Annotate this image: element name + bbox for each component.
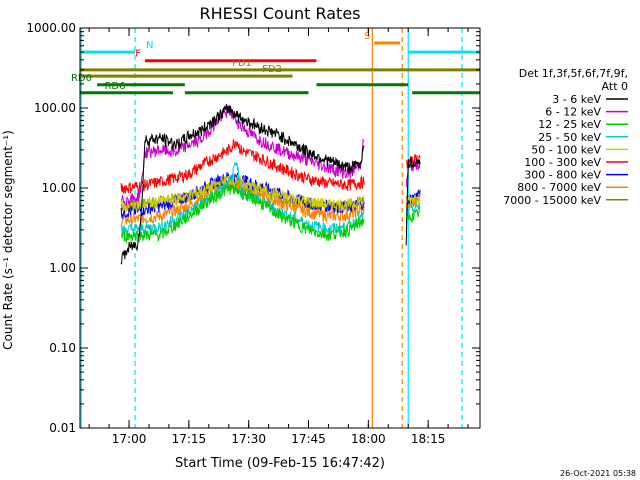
legend-label-2: 12 - 25 keV (538, 118, 601, 131)
series-line-2-after-gap (405, 207, 421, 224)
flag-label-f: F (135, 49, 141, 60)
series-line-0-after-gap (405, 156, 421, 246)
x-tick-label-4: 18:00 (351, 432, 386, 446)
legend-label-7: 800 - 7000 keV (517, 181, 601, 194)
flag-label-fd2: FD2 (262, 64, 282, 75)
y-tick-label-5: 1000.00 (26, 21, 76, 35)
series-line-1 (121, 104, 365, 206)
x-tick-label-3: 17:45 (291, 432, 326, 446)
legend-label-1: 6 - 12 keV (545, 106, 601, 119)
flag-label-rd0: RD0 (71, 73, 92, 84)
y-tick-label-0: 0.01 (49, 421, 76, 435)
series-line-2 (120, 183, 365, 244)
flag-label-rd6: RD6 (104, 81, 125, 92)
legend-header-detectors: Det 1f,3f,5f,6f,7f,9f, (519, 67, 628, 80)
series-line-5 (120, 138, 365, 194)
plot-frame (79, 27, 481, 429)
series-line-3-after-gap (405, 201, 421, 216)
legend-label-3: 25 - 50 keV (538, 131, 601, 144)
y-tick-label-4: 100.00 (34, 101, 76, 115)
x-tick-label-2: 17:30 (231, 432, 266, 446)
legend-label-8: 7000 - 15000 keV (503, 194, 601, 207)
footer-date: 26-Oct-2021 05:38 (560, 469, 636, 478)
y-tick-label-3: 10.00 (42, 181, 76, 195)
axes: 0.01 0.10 1.00 10.00 100.00 1000.00 17:00 17:15… (26, 21, 481, 446)
series-line-0 (120, 104, 365, 265)
y-tick-label-2: 1.00 (49, 261, 76, 275)
flag-label-s: S (364, 31, 370, 42)
series-line-4 (120, 174, 365, 213)
chart-title: RHESSI Count Rates (200, 4, 361, 23)
x-axis-label: Start Time (09-Feb-15 16:47:42) (175, 456, 385, 471)
legend-label-4: 50 - 100 keV (531, 143, 601, 156)
plot-clip-group (80, 28, 480, 428)
series-line-7-after-gap (405, 198, 421, 210)
y-axis-label: Count Rate (s⁻¹ detector segment⁻¹) (1, 130, 15, 350)
legend-header-attenuator: Att 0 (602, 80, 628, 93)
legend-label-0: 3 - 6 keV (552, 93, 601, 106)
x-tick-label-5: 18:15 (411, 432, 446, 446)
legend-label-5: 100 - 300 keV (524, 156, 601, 169)
plot-area: N S F FD1 FD2 RD0 RD6 (71, 28, 480, 428)
series-line-4-after-gap (405, 193, 421, 205)
flag-label-fd1: FD1 (232, 58, 252, 69)
x-tick-label-0: 17:00 (112, 432, 147, 446)
y-tick-label-1: 0.10 (49, 341, 76, 355)
x-tick-label-1: 17:15 (172, 432, 207, 446)
legend-label-6: 300 - 800 keV (524, 169, 601, 182)
flag-label-n: N (146, 40, 153, 51)
